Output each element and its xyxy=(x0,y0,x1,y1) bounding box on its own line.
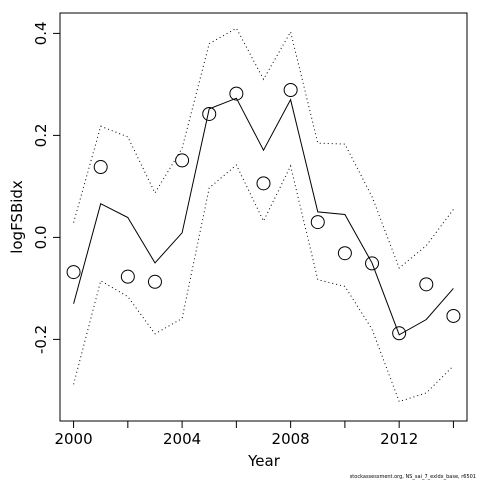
observed-point xyxy=(202,106,217,121)
x-tick-label: 2000 xyxy=(54,430,92,448)
y-axis-title: logFSBidx xyxy=(8,180,26,254)
upper-bound-line xyxy=(73,27,454,269)
y-tick-label: 0.4 xyxy=(32,21,50,45)
observed-point xyxy=(175,153,190,168)
observed-point xyxy=(147,274,162,289)
observed-point xyxy=(256,176,271,191)
x-axis: 2000 2004 2008 2012 xyxy=(54,420,454,448)
footnote: stockassessment.org, NS_sai_7_exldx_base… xyxy=(350,474,476,480)
series-layer xyxy=(66,27,461,403)
x-axis-title: Year xyxy=(247,452,281,470)
y-axis: -0.2 0.0 0.2 0.4 xyxy=(32,21,61,354)
observed-point xyxy=(419,277,434,292)
observed-point xyxy=(229,86,244,101)
x-tick-label: 2012 xyxy=(380,430,418,448)
observed-point xyxy=(337,246,352,261)
x-tick-label: 2004 xyxy=(163,430,201,448)
observed-point xyxy=(120,269,135,284)
observed-point xyxy=(392,326,407,341)
plot-frame xyxy=(59,12,468,422)
x-tick-label: 2008 xyxy=(272,430,310,448)
y-tick-label: 0.0 xyxy=(32,225,50,249)
observed-point xyxy=(93,160,108,175)
observed-point xyxy=(310,215,325,230)
observed-point xyxy=(66,265,81,280)
observed-point xyxy=(283,83,298,98)
lower-bound-line xyxy=(73,164,454,403)
y-tick-label: 0.2 xyxy=(32,123,50,147)
observed-point xyxy=(446,308,461,323)
y-tick-label: -0.2 xyxy=(32,325,50,354)
fitted-line xyxy=(73,97,454,336)
observed-point xyxy=(365,256,380,271)
